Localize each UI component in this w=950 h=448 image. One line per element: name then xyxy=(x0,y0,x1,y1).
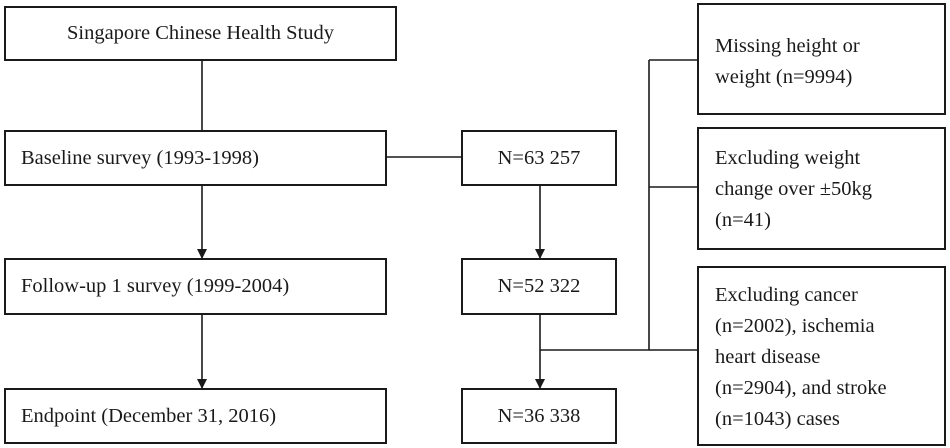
exclusion-missing-box: Missing height or weight (n=9994) xyxy=(697,3,946,115)
exclusion-missing-label: Missing height or weight (n=9994) xyxy=(715,35,860,88)
exclusion-weight-box: Excluding weight change over ±50kg (n=41… xyxy=(697,127,946,250)
exclusion-disease-box: Excluding cancer (n=2002), ischemia hear… xyxy=(697,266,946,446)
n-endpoint-label: N=36 338 xyxy=(497,404,581,427)
n-baseline-label: N=63 257 xyxy=(497,146,581,169)
endpoint-label: Endpoint (December 31, 2016) xyxy=(21,404,277,427)
baseline-label: Baseline survey (1993-1998) xyxy=(21,146,259,169)
n-endpoint-box: N=36 338 xyxy=(461,388,617,444)
followup-label: Follow-up 1 survey (1999-2004) xyxy=(21,275,290,297)
n-followup-label: N=52 322 xyxy=(497,275,581,297)
baseline-box: Baseline survey (1993-1998) xyxy=(4,130,387,186)
study-box: Singapore Chinese Health Study xyxy=(4,6,397,61)
n-followup-box: N=52 322 xyxy=(461,258,617,315)
followup-box: Follow-up 1 survey (1999-2004) xyxy=(4,258,387,315)
endpoint-box: Endpoint (December 31, 2016) xyxy=(4,388,387,444)
exclusion-weight-label: Excluding weight change over ±50kg (n=41… xyxy=(715,147,872,231)
exclusion-disease-label: Excluding cancer (n=2002), ischemia hear… xyxy=(715,284,887,430)
study-label: Singapore Chinese Health Study xyxy=(66,22,335,44)
n-baseline-box: N=63 257 xyxy=(461,130,617,186)
